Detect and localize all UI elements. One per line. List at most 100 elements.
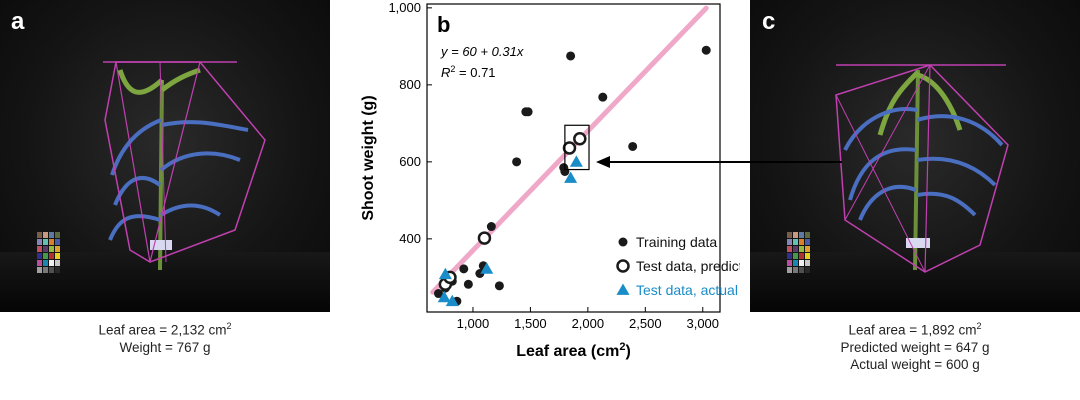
- checker-swatch: [787, 232, 792, 238]
- training-point: [598, 92, 608, 102]
- checker-swatch: [37, 239, 42, 245]
- actual-point: [438, 267, 452, 280]
- plant-a: [108, 67, 249, 271]
- actual-point: [569, 155, 583, 167]
- x-tick-label: 3,000: [686, 316, 719, 331]
- pot-c: [906, 238, 930, 248]
- checker-swatch: [799, 267, 804, 273]
- checker-swatch: [799, 260, 804, 266]
- training-point: [566, 51, 576, 61]
- panel-a-caption: Leaf area = 2,132 cm2 Weight = 767 g: [0, 318, 330, 356]
- plant-c: [843, 69, 1004, 271]
- legend-actual-marker: [616, 283, 630, 295]
- actual-point: [437, 290, 451, 303]
- checker-swatch: [55, 246, 60, 252]
- r-squared: R2 = 0.71: [441, 64, 496, 80]
- actual-weight-c: Actual weight = 600 g: [850, 356, 980, 372]
- checker-swatch: [799, 246, 804, 252]
- checker-swatch: [37, 232, 42, 238]
- checker-swatch: [805, 246, 810, 252]
- actual-point: [564, 171, 578, 183]
- legend-label: Training data: [636, 234, 717, 250]
- checker-swatch: [49, 267, 54, 273]
- checker-swatch: [805, 260, 810, 266]
- legend-predicted-marker: [616, 259, 630, 273]
- leaf-area-a: Leaf area = 2,132 cm2: [98, 321, 232, 338]
- checker-swatch: [37, 260, 42, 266]
- pot-a: [150, 240, 172, 250]
- panel-a-plant-hull: [103, 61, 266, 271]
- scatter-chart: 1,000 1,500 2,000 2,500 3,000 400 600 8001,000 …: [360, 0, 740, 360]
- y-tick-label: 400: [399, 231, 421, 246]
- checker-swatch: [37, 267, 42, 273]
- x-tick-label: 1,000: [457, 316, 490, 331]
- checker-swatch: [799, 253, 804, 259]
- checker-swatch: [43, 253, 48, 259]
- panel-c-plant-hull: [835, 64, 1009, 273]
- predicted-point: [477, 231, 492, 245]
- checker-swatch: [793, 260, 798, 266]
- checker-swatch: [805, 232, 810, 238]
- x-tick-label: 2,500: [629, 316, 662, 331]
- panel-letter-a: a: [11, 8, 25, 35]
- panel-c-photo: c: [750, 0, 1080, 312]
- checker-swatch: [43, 246, 48, 252]
- checker-swatch: [37, 253, 42, 259]
- x-axis-label: Leaf area (cm2): [516, 341, 631, 360]
- checker-swatch: [49, 253, 54, 259]
- checker-swatch: [805, 239, 810, 245]
- predicted-point: [562, 141, 577, 155]
- y-tick-label: 800: [399, 77, 421, 92]
- training-point: [433, 289, 443, 299]
- y-axis-label: Shoot weight (g): [360, 95, 377, 220]
- checker-swatch: [805, 267, 810, 273]
- fit-equation: y = 60 + 0.31x: [440, 44, 524, 59]
- x-tick-label: 2,000: [572, 316, 605, 331]
- leaf-area-c: Leaf area = 1,892 cm2: [848, 321, 982, 338]
- checker-swatch: [49, 232, 54, 238]
- checker-swatch: [793, 232, 798, 238]
- points-layer: [433, 45, 711, 307]
- checker-swatch: [43, 267, 48, 273]
- y-tick-label: 1,000: [388, 0, 421, 15]
- axes-layer: 1,000 1,500 2,000 2,500 3,000 400 600 800 1,000: [388, 0, 721, 331]
- label-layer: Leaf area (cm2) Shoot weight (g) b y = 60 +…: [360, 12, 631, 360]
- training-point: [701, 45, 711, 55]
- checker-swatch: [49, 246, 54, 252]
- checker-swatch: [55, 232, 60, 238]
- predicted-point: [573, 132, 587, 146]
- panel-a-photo: a: [0, 0, 330, 312]
- weight-a: Weight = 767 g: [119, 339, 211, 355]
- legend-layer: Training data Test data, predicted Test da…: [616, 234, 740, 298]
- legend-training-marker: [618, 237, 628, 247]
- checker-swatch: [787, 260, 792, 266]
- training-point: [523, 107, 533, 117]
- checker-swatch: [55, 253, 60, 259]
- panel-c-caption: Leaf area = 1,892 cm2 Predicted weight =…: [750, 318, 1080, 373]
- checker-swatch: [49, 260, 54, 266]
- checker-swatch: [49, 239, 54, 245]
- training-point: [459, 264, 469, 274]
- actual-point: [480, 262, 494, 274]
- y-tick-label: 600: [399, 154, 421, 169]
- predicted-weight-c: Predicted weight = 647 g: [840, 339, 990, 355]
- training-point: [486, 222, 496, 232]
- checker-swatch: [787, 239, 792, 245]
- plot-frame: [426, 3, 721, 313]
- training-point: [494, 281, 504, 291]
- checker-swatch: [43, 232, 48, 238]
- checker-swatch: [793, 253, 798, 259]
- checker-swatch: [793, 246, 798, 252]
- checker-swatch: [787, 253, 792, 259]
- legend-label: Test data, actual: [636, 282, 738, 298]
- checker-swatch: [55, 267, 60, 273]
- legend-label: Test data, predicted: [636, 258, 740, 274]
- checker-swatch: [43, 260, 48, 266]
- checker-swatch: [793, 267, 798, 273]
- training-point: [512, 157, 522, 167]
- checker-swatch: [55, 260, 60, 266]
- panel-letter-b: b: [437, 12, 450, 37]
- training-point: [628, 141, 638, 151]
- checker-swatch: [787, 267, 792, 273]
- checker-swatch: [43, 239, 48, 245]
